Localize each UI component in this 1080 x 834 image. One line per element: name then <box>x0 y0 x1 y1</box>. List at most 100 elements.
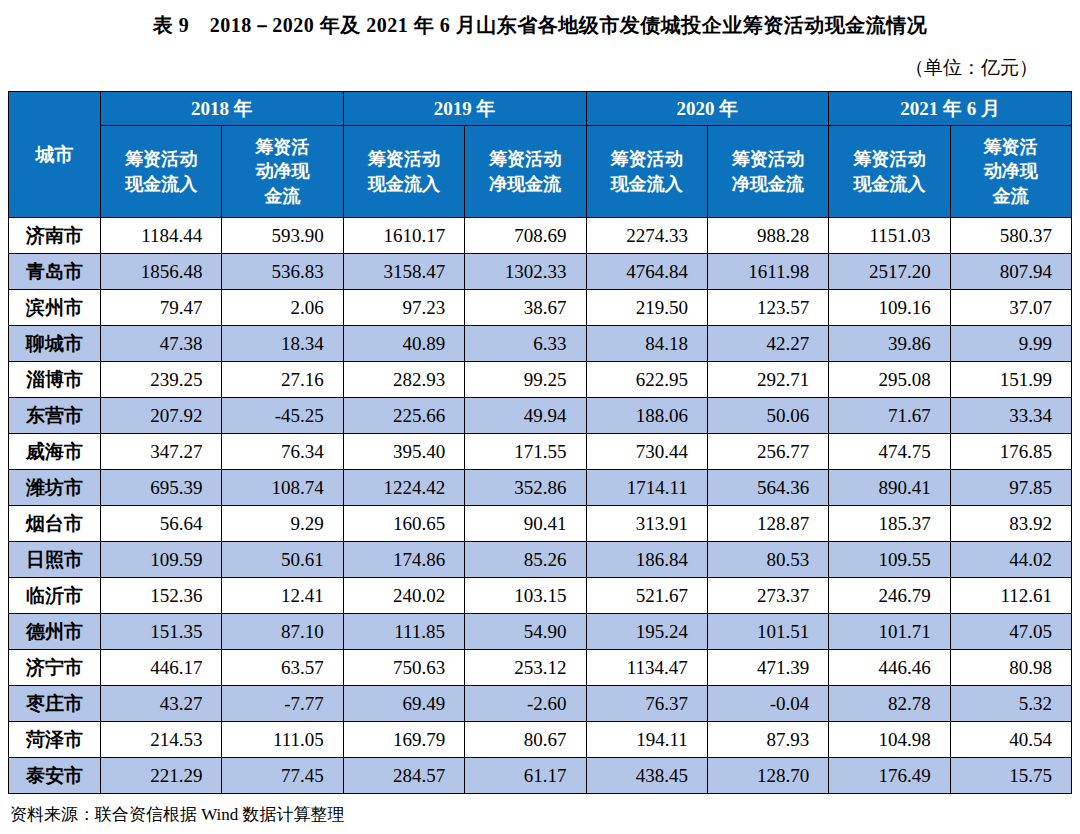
value-cell: 446.46 <box>829 650 950 686</box>
value-cell: 27.16 <box>222 362 343 398</box>
value-cell: 622.95 <box>586 362 707 398</box>
city-cell: 济南市 <box>9 218 101 254</box>
report-page: 表 9 2018－2020 年及 2021 年 6 月山东省各地级市发债城投企业… <box>0 0 1080 826</box>
value-cell: 33.34 <box>950 398 1071 434</box>
value-cell: 521.67 <box>586 578 707 614</box>
table-row: 临沂市152.3612.41240.02103.15521.67273.3724… <box>9 578 1072 614</box>
value-cell: 61.17 <box>465 758 586 794</box>
table-row: 淄博市239.2527.16282.9399.25622.95292.71295… <box>9 362 1072 398</box>
value-cell: 240.02 <box>343 578 464 614</box>
value-cell: 80.67 <box>465 722 586 758</box>
value-cell: 2517.20 <box>829 254 950 290</box>
city-cell: 威海市 <box>9 434 101 470</box>
table-row: 滨州市79.472.0697.2338.67219.50123.57109.16… <box>9 290 1072 326</box>
value-cell: 1611.98 <box>707 254 828 290</box>
value-cell: 54.90 <box>465 614 586 650</box>
value-cell: 69.49 <box>343 686 464 722</box>
value-cell: 750.63 <box>343 650 464 686</box>
value-cell: 446.17 <box>101 650 222 686</box>
value-cell: 82.78 <box>829 686 950 722</box>
value-cell: 695.39 <box>101 470 222 506</box>
city-cell: 潍坊市 <box>9 470 101 506</box>
value-cell: 76.37 <box>586 686 707 722</box>
city-cell: 枣庄市 <box>9 686 101 722</box>
value-cell: 5.32 <box>950 686 1071 722</box>
value-cell: 239.25 <box>101 362 222 398</box>
year-group-header: 2018 年 <box>101 92 344 126</box>
value-cell: 313.91 <box>586 506 707 542</box>
value-cell: 123.57 <box>707 290 828 326</box>
value-cell: 253.12 <box>465 650 586 686</box>
column-subheader: 筹资活动 现金流入 <box>343 126 464 218</box>
value-cell: 580.37 <box>950 218 1071 254</box>
value-cell: 83.92 <box>950 506 1071 542</box>
value-cell: 273.37 <box>707 578 828 614</box>
value-cell: 194.11 <box>586 722 707 758</box>
value-cell: 564.36 <box>707 470 828 506</box>
value-cell: -2.60 <box>465 686 586 722</box>
year-group-header: 2020 年 <box>586 92 829 126</box>
column-subheader: 筹资活动 现金流入 <box>586 126 707 218</box>
value-cell: 988.28 <box>707 218 828 254</box>
value-cell: 438.45 <box>586 758 707 794</box>
table-row: 烟台市56.649.29160.6590.41313.91128.87185.3… <box>9 506 1072 542</box>
value-cell: 79.47 <box>101 290 222 326</box>
value-cell: 77.45 <box>222 758 343 794</box>
city-cell: 临沂市 <box>9 578 101 614</box>
value-cell: 111.85 <box>343 614 464 650</box>
value-cell: 246.79 <box>829 578 950 614</box>
column-subheader: 筹资活动 净现金流 <box>465 126 586 218</box>
city-cell: 烟台市 <box>9 506 101 542</box>
value-cell: 109.55 <box>829 542 950 578</box>
value-cell: 99.25 <box>465 362 586 398</box>
value-cell: 6.33 <box>465 326 586 362</box>
city-cell: 淄博市 <box>9 362 101 398</box>
table-row: 菏泽市214.53111.05169.7980.67194.1187.93104… <box>9 722 1072 758</box>
column-subheader: 筹资活 动净现 金流 <box>950 126 1071 218</box>
city-cell: 德州市 <box>9 614 101 650</box>
value-cell: 186.84 <box>586 542 707 578</box>
city-cell: 聊城市 <box>9 326 101 362</box>
value-cell: 112.61 <box>950 578 1071 614</box>
value-cell: 593.90 <box>222 218 343 254</box>
value-cell: 15.75 <box>950 758 1071 794</box>
value-cell: 214.53 <box>101 722 222 758</box>
column-subheader: 筹资活动 现金流入 <box>101 126 222 218</box>
value-cell: 80.98 <box>950 650 1071 686</box>
cashflow-table: 城市 2018 年2019 年2020 年2021 年 6 月 筹资活动 现金流… <box>8 91 1072 794</box>
table-row: 济南市1184.44593.901610.17708.692274.33988.… <box>9 218 1072 254</box>
value-cell: 176.85 <box>950 434 1071 470</box>
year-group-header: 2019 年 <box>343 92 586 126</box>
table-header: 城市 2018 年2019 年2020 年2021 年 6 月 筹资活动 现金流… <box>9 92 1072 218</box>
table-body: 济南市1184.44593.901610.17708.692274.33988.… <box>9 218 1072 794</box>
subheader-row: 筹资活动 现金流入筹资活 动净现 金流筹资活动 现金流入筹资活动 净现金流筹资活… <box>9 126 1072 218</box>
value-cell: 1184.44 <box>101 218 222 254</box>
value-cell: 49.94 <box>465 398 586 434</box>
value-cell: 195.24 <box>586 614 707 650</box>
value-cell: 43.27 <box>101 686 222 722</box>
value-cell: 256.77 <box>707 434 828 470</box>
value-cell: 225.66 <box>343 398 464 434</box>
value-cell: 292.71 <box>707 362 828 398</box>
value-cell: 109.59 <box>101 542 222 578</box>
value-cell: 40.89 <box>343 326 464 362</box>
value-cell: 174.86 <box>343 542 464 578</box>
table-row: 泰安市221.2977.45284.5761.17438.45128.70176… <box>9 758 1072 794</box>
value-cell: 9.29 <box>222 506 343 542</box>
value-cell: 1151.03 <box>829 218 950 254</box>
value-cell: 176.49 <box>829 758 950 794</box>
value-cell: 128.70 <box>707 758 828 794</box>
table-row: 日照市109.5950.61174.8685.26186.8480.53109.… <box>9 542 1072 578</box>
value-cell: 47.38 <box>101 326 222 362</box>
value-cell: 1224.42 <box>343 470 464 506</box>
city-cell: 滨州市 <box>9 290 101 326</box>
value-cell: 151.99 <box>950 362 1071 398</box>
value-cell: 3158.47 <box>343 254 464 290</box>
value-cell: 50.61 <box>222 542 343 578</box>
value-cell: -0.04 <box>707 686 828 722</box>
table-row: 德州市151.3587.10111.8554.90195.24101.51101… <box>9 614 1072 650</box>
value-cell: 50.06 <box>707 398 828 434</box>
value-cell: 80.53 <box>707 542 828 578</box>
value-cell: 87.93 <box>707 722 828 758</box>
value-cell: 97.23 <box>343 290 464 326</box>
